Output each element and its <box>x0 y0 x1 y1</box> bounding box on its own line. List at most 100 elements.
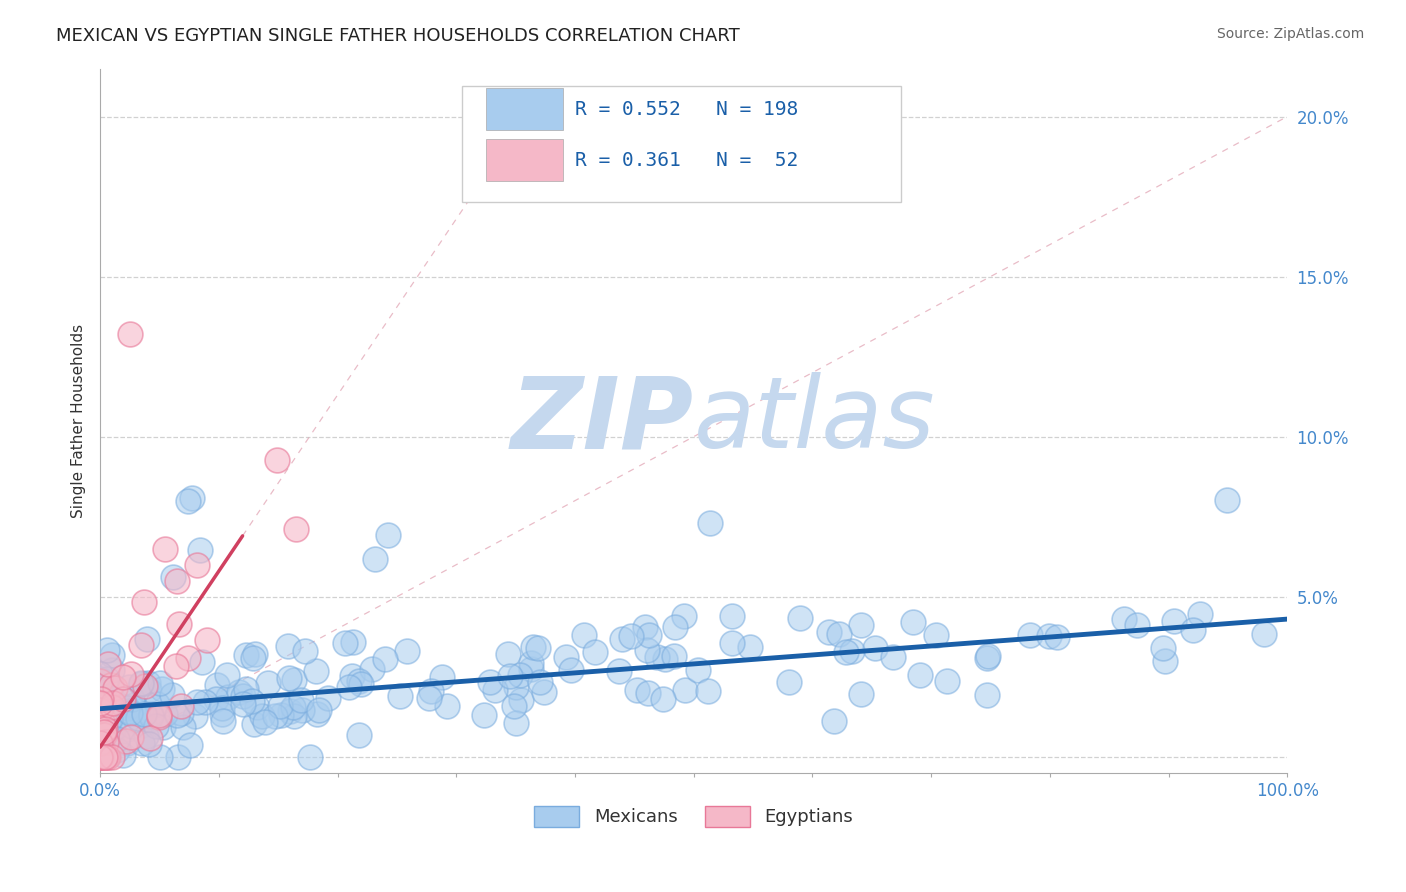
Point <box>138 683 160 698</box>
Point <box>560 664 582 678</box>
Point <box>908 668 931 682</box>
Point <box>283 673 305 688</box>
Point <box>89 697 111 711</box>
Point <box>115 735 138 749</box>
Point <box>139 708 162 723</box>
Point <box>269 699 291 714</box>
Point <box>305 707 328 722</box>
Point <box>901 615 924 629</box>
Point <box>96 744 118 758</box>
Point <box>179 738 201 752</box>
Point <box>129 638 152 652</box>
Point <box>778 674 800 689</box>
Point <box>97 657 120 672</box>
Point <box>132 707 155 722</box>
Point <box>117 704 139 718</box>
Point <box>1189 607 1212 621</box>
Point <box>277 639 299 653</box>
Point <box>134 679 156 693</box>
Point <box>138 737 160 751</box>
Point <box>91 706 114 721</box>
Point <box>977 648 1000 663</box>
Point <box>172 721 194 735</box>
Point <box>484 683 506 698</box>
Point <box>212 714 235 729</box>
Point <box>148 708 170 723</box>
Point <box>89 698 111 712</box>
Point <box>266 453 288 467</box>
Point <box>645 649 668 664</box>
Point <box>637 686 659 700</box>
Point <box>1253 627 1275 641</box>
Point <box>145 697 167 711</box>
Point <box>291 703 314 717</box>
Point <box>849 687 872 701</box>
Point <box>170 706 193 721</box>
Point <box>620 629 643 643</box>
Point <box>673 682 696 697</box>
Point <box>111 698 134 713</box>
Point <box>100 678 122 692</box>
Point <box>217 690 239 704</box>
Point <box>374 652 396 666</box>
Point <box>1126 618 1149 632</box>
Point <box>138 713 160 727</box>
Point <box>721 635 744 649</box>
Point <box>165 658 187 673</box>
Point <box>205 691 228 706</box>
Point <box>253 715 276 730</box>
Point <box>290 693 312 707</box>
Point <box>162 570 184 584</box>
Point <box>818 625 841 640</box>
Point <box>89 672 111 686</box>
Text: R = 0.552   N = 198: R = 0.552 N = 198 <box>575 100 799 119</box>
Point <box>510 693 533 707</box>
Point <box>149 676 172 690</box>
Point <box>308 703 330 717</box>
Point <box>127 711 149 725</box>
FancyBboxPatch shape <box>486 88 564 130</box>
Point <box>342 634 364 648</box>
Point <box>152 720 174 734</box>
Point <box>184 709 207 723</box>
Point <box>1019 628 1042 642</box>
Point <box>111 691 134 706</box>
Legend: Mexicans, Egyptians: Mexicans, Egyptians <box>527 799 860 834</box>
Point <box>299 749 322 764</box>
Point <box>114 733 136 747</box>
Point <box>472 708 495 723</box>
Point <box>572 628 595 642</box>
Point <box>194 695 217 709</box>
Point <box>166 574 188 588</box>
Point <box>610 632 633 646</box>
Point <box>96 749 118 764</box>
Text: R = 0.361   N =  52: R = 0.361 N = 52 <box>575 151 799 169</box>
Point <box>347 673 370 688</box>
Point <box>118 327 141 342</box>
Point <box>177 651 200 665</box>
Point <box>232 689 254 703</box>
Point <box>136 675 159 690</box>
Point <box>232 697 254 711</box>
Point <box>162 688 184 702</box>
Point <box>89 679 111 693</box>
Point <box>662 648 685 663</box>
Point <box>318 691 340 706</box>
Point <box>120 666 142 681</box>
Point <box>131 677 153 691</box>
Point <box>419 683 441 698</box>
Point <box>976 688 998 702</box>
Point <box>294 643 316 657</box>
Point <box>118 680 141 694</box>
Point <box>509 668 531 682</box>
Point <box>554 649 576 664</box>
Point <box>520 662 543 676</box>
Point <box>527 640 550 655</box>
Point <box>1153 654 1175 668</box>
Point <box>342 669 364 683</box>
Point <box>533 685 555 699</box>
Point <box>285 522 308 536</box>
Point <box>105 743 128 757</box>
Point <box>122 698 145 712</box>
Point <box>101 663 124 677</box>
